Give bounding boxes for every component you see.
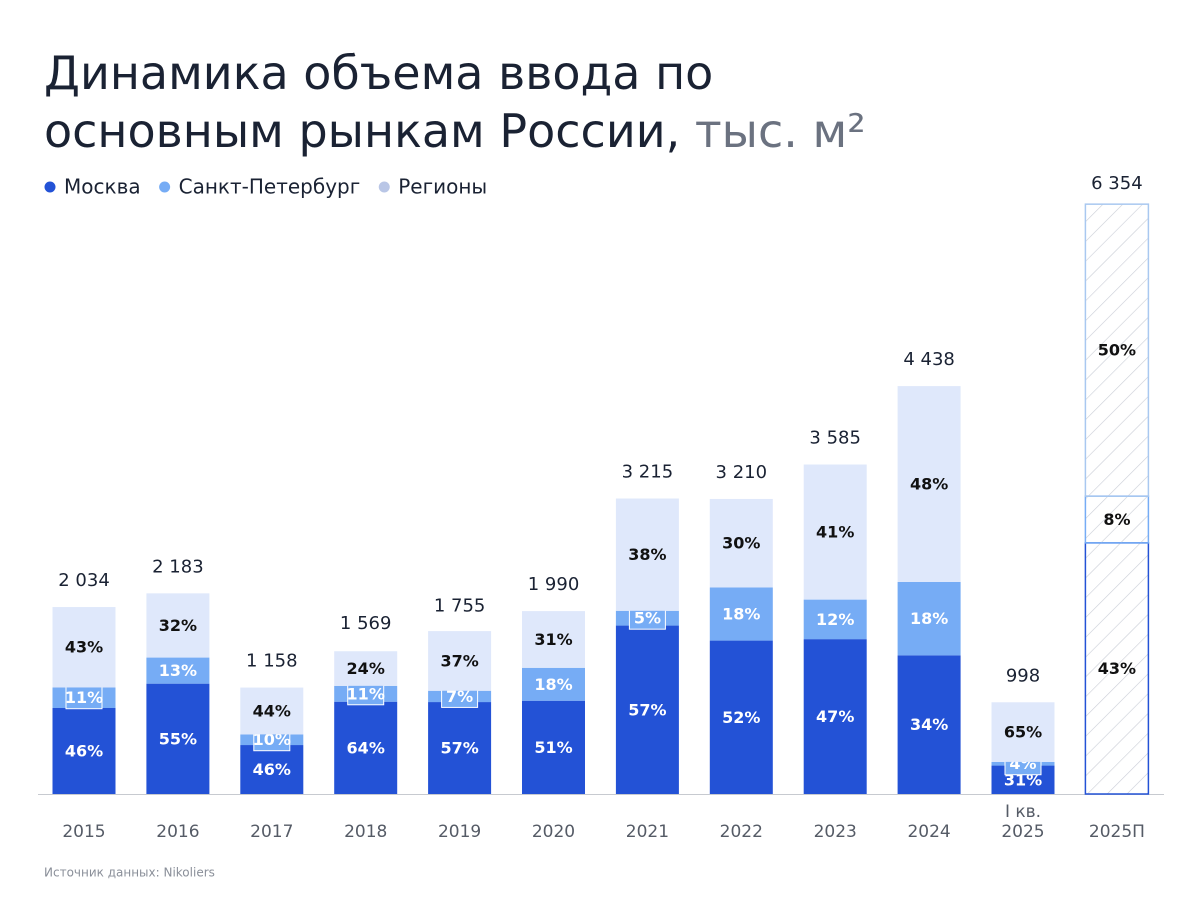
value-label: 50% [1098,341,1136,360]
value-label: 5% [634,609,661,628]
bar-segment [709,587,773,641]
value-label: 43% [1098,659,1136,678]
x-tick-label: 2025 [1001,822,1044,842]
value-label: 47% [816,707,854,726]
bar-segment [1084,495,1150,544]
bar-segment [803,599,867,640]
x-tick-label: 2024 [907,822,950,842]
value-label: 46% [65,742,103,761]
bar-segment [428,702,492,794]
value-label: 64% [347,738,385,757]
total-label: 1 990 [528,574,580,595]
legend-label: Регионы [398,175,487,199]
value-label: 44% [253,701,291,720]
value-label: 57% [440,739,478,758]
bar-segment [52,607,116,688]
chart-title-line2: основным рынкам России, тыс. м² [44,104,866,158]
bar-segment [803,639,867,794]
x-tick-label: 2019 [438,822,481,842]
value-label: 24% [347,659,385,678]
value-label: 65% [1004,723,1042,742]
bar-segment [897,386,961,582]
bar-segment [240,687,304,735]
bar-segment [52,708,116,794]
total-label: 998 [1006,665,1040,686]
bar-segment [146,683,210,794]
bar-segment [522,667,585,701]
total-label: 2 034 [58,570,110,591]
bar-segment [1084,542,1150,795]
value-label: 11% [347,684,385,703]
bar-segment [709,498,773,588]
bar-segment [1084,203,1150,497]
total-label: 3 210 [716,462,768,483]
total-label: 1 569 [340,613,392,634]
value-label: 10% [253,730,291,749]
x-tick-label: 2022 [720,822,763,842]
bar-segment [334,701,398,794]
x-tick-label: 2020 [532,822,575,842]
value-label: 30% [722,534,760,553]
total-label: 1 755 [434,596,486,617]
legend-dot [44,181,56,193]
x-tick-label: 2015 [62,822,105,842]
value-label: 8% [1103,510,1130,529]
x-tick-label: I кв. [1005,802,1041,822]
source: Источник данных: Nikoliers [44,866,215,880]
bar-segment [428,631,492,691]
value-label: 52% [722,708,760,727]
total-label: 6 354 [1091,173,1143,194]
bar-segment [240,745,304,794]
value-label: 18% [722,605,760,624]
value-label: 43% [65,638,103,657]
x-tick-label: 2023 [814,822,857,842]
value-label: 55% [159,729,197,748]
total-label: 3 585 [809,428,861,449]
legend-label: Санкт-Петербург [179,175,361,199]
value-label: 57% [628,700,666,719]
bar-segment [897,655,961,794]
value-label: 11% [65,688,103,707]
legend-dot [159,181,171,193]
x-tick-label: 2021 [626,822,669,842]
x-tick-label: 2018 [344,822,387,842]
total-label: 4 438 [903,349,955,370]
bar-segment [522,700,585,794]
bar-segment [803,464,867,600]
value-label: 46% [253,760,291,779]
bar-segment [334,651,398,686]
value-label: 7% [446,687,473,706]
value-label: 18% [910,609,948,628]
legend-label: Москва [64,175,141,199]
bar-segment [146,593,210,658]
legend-dot [378,181,390,193]
x-tick-label: 2017 [250,822,293,842]
total-label: 2 183 [152,556,204,577]
x-tick-label: 2025П [1089,822,1145,842]
value-label: 41% [816,523,854,542]
bar-segment [146,657,210,684]
value-label: 32% [159,616,197,635]
bar-segment [615,498,679,611]
bar-segment [897,581,961,656]
value-label: 48% [910,474,948,493]
bar-segment [615,625,679,794]
chart-title: Динамика объема ввода по [44,46,713,100]
total-label: 1 158 [246,651,298,672]
value-label: 13% [159,661,197,680]
value-label: 34% [910,715,948,734]
value-label: 12% [816,610,854,629]
value-label: 38% [628,545,666,564]
title-continuation: основным рынкам России, [44,104,680,158]
value-label: 18% [534,675,572,694]
bar-segment [709,640,773,794]
total-label: 3 215 [622,462,674,483]
bar-segment [522,611,585,668]
value-label: 37% [440,651,478,670]
x-tick-label: 2016 [156,822,199,842]
bar-segment [991,702,1055,762]
value-label: 31% [534,630,572,649]
value-label: 51% [534,738,572,757]
